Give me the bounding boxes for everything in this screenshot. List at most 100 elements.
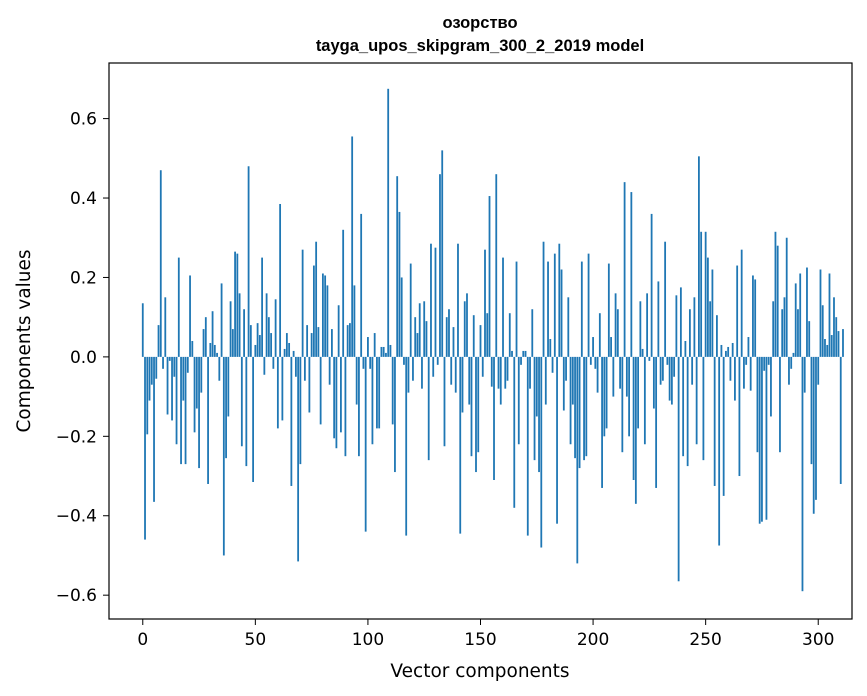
bar-54 [263,356,266,375]
bar-253 [711,269,714,357]
bar-120 [412,356,414,381]
bar-137 [450,356,453,385]
bar-106 [380,346,383,357]
bar-38 [227,356,230,417]
bar-175 [535,356,538,417]
x-tick-label: 50 [245,630,267,650]
bar-18 [182,356,185,401]
bar-179 [544,356,547,405]
bar-121 [414,317,417,357]
bar-84 [331,329,333,357]
bar-20 [186,356,189,373]
bar-272 [754,279,757,357]
bar-30 [209,342,212,357]
x-tick-label: 150 [464,630,496,650]
bar-49 [252,356,254,482]
bar-8 [159,170,162,357]
bar-13 [171,356,173,421]
bar-205 [603,356,606,437]
bar-227 [652,356,655,409]
bar-261 [729,356,732,381]
bar-220 [637,356,640,429]
bar-116 [403,356,405,365]
bar-177 [540,356,543,548]
bar-207 [607,263,610,357]
bar-111 [391,356,394,425]
bar-159 [499,356,502,405]
bar-94 [353,285,356,357]
bar-109 [387,88,390,357]
bar-232 [664,241,667,357]
bar-166 [515,261,518,357]
bar-154 [488,196,491,357]
bar-164 [511,350,513,357]
bar-284 [781,309,784,357]
bar-202 [596,356,599,393]
bar-203 [598,313,601,357]
bar-11 [166,356,169,415]
bar-90 [344,356,347,457]
bar-237 [675,295,678,357]
bar-58 [272,356,275,369]
bar-163 [508,313,511,357]
bar-34 [218,356,221,381]
bar-135 [445,317,448,357]
bar-29 [207,356,209,484]
bar-105 [378,356,381,429]
bar-271 [752,275,754,357]
bar-53 [261,257,263,357]
bar-190 [569,356,572,445]
bar-182 [551,356,554,373]
bar-294 [803,356,806,393]
bar-14 [173,356,176,377]
bar-268 [745,356,748,365]
bar-248 [700,231,703,357]
bar-280 [772,301,775,357]
bar-278 [767,356,770,365]
bar-292 [799,273,802,357]
bar-150 [479,325,482,357]
bar-42 [236,253,239,357]
bar-98 [362,356,365,369]
bar-162 [506,356,509,381]
bar-112 [394,356,396,473]
bar-308 [835,317,838,357]
bar-287 [788,356,790,385]
bar-2 [146,356,149,435]
y-tick-label: 0.6 [70,110,97,130]
bar-51 [256,323,259,357]
bar-145 [468,356,471,405]
bar-76 [312,265,315,357]
bar-50 [254,344,257,357]
x-axis-ticks: 0 50 100 150 200 250 300 [137,619,834,650]
y-tick-label: 0.4 [70,189,97,209]
bar-288 [790,356,793,369]
bar-142 [461,356,464,413]
bar-0 [141,303,144,357]
bar-233 [666,356,669,365]
bar-82 [326,285,329,357]
bar-283 [779,356,781,453]
bar-44 [240,356,243,447]
bar-31 [211,311,214,357]
bar-151 [481,356,484,377]
bar-35 [220,283,223,357]
bar-196 [583,356,585,461]
bar-204 [601,356,603,488]
bar-80 [321,273,324,357]
bar-285 [783,297,786,357]
bar-168 [520,356,522,365]
bar-191 [571,356,574,405]
bar-69 [297,356,300,562]
bar-200 [592,337,594,357]
bar-125 [423,301,426,357]
x-axis-label: Vector components [390,661,569,682]
bar-222 [641,348,644,357]
bar-40 [231,329,234,357]
bar-170 [524,350,527,357]
bar-72 [303,356,306,381]
bar-4 [150,356,153,385]
bar-160 [502,257,504,357]
bar-9 [162,356,164,369]
bar-39 [229,301,232,357]
